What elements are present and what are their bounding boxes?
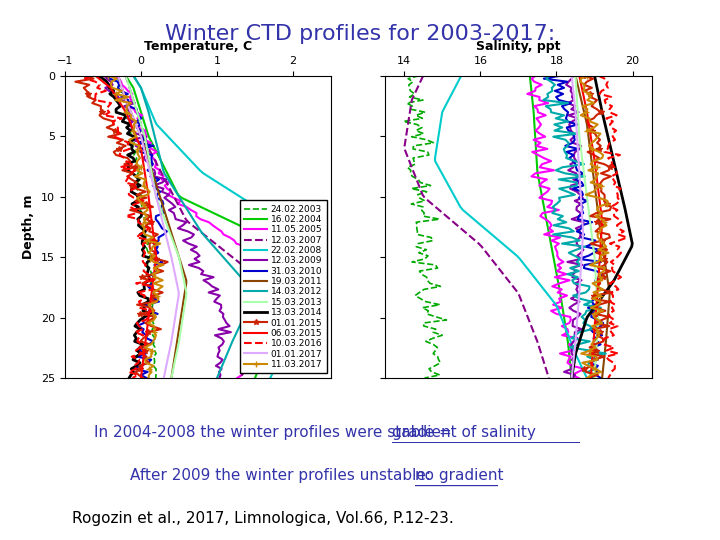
- Text: no gradient: no gradient: [415, 468, 503, 483]
- Text: gradient of salinity: gradient of salinity: [392, 425, 536, 440]
- X-axis label: Salinity, ppt: Salinity, ppt: [476, 40, 561, 53]
- X-axis label: Temperature, C: Temperature, C: [144, 40, 252, 53]
- Text: In 2004-2008 the winter profiles were stable =: In 2004-2008 the winter profiles were st…: [94, 425, 456, 440]
- Text: After 2009 the winter profiles unstable:: After 2009 the winter profiles unstable:: [130, 468, 436, 483]
- Y-axis label: Depth, m: Depth, m: [22, 194, 35, 259]
- Legend: 24.02.2003, 16.02.2004, 11.05.2005, 12.03.2007, 22.02.2008, 12.03.2009, 31.03.20: 24.02.2003, 16.02.2004, 11.05.2005, 12.0…: [240, 200, 327, 374]
- Text: Winter CTD profiles for 2003-2017:: Winter CTD profiles for 2003-2017:: [165, 24, 555, 44]
- Text: Rogozin et al., 2017, Limnologica, Vol.66, P.12-23.: Rogozin et al., 2017, Limnologica, Vol.6…: [72, 511, 454, 526]
